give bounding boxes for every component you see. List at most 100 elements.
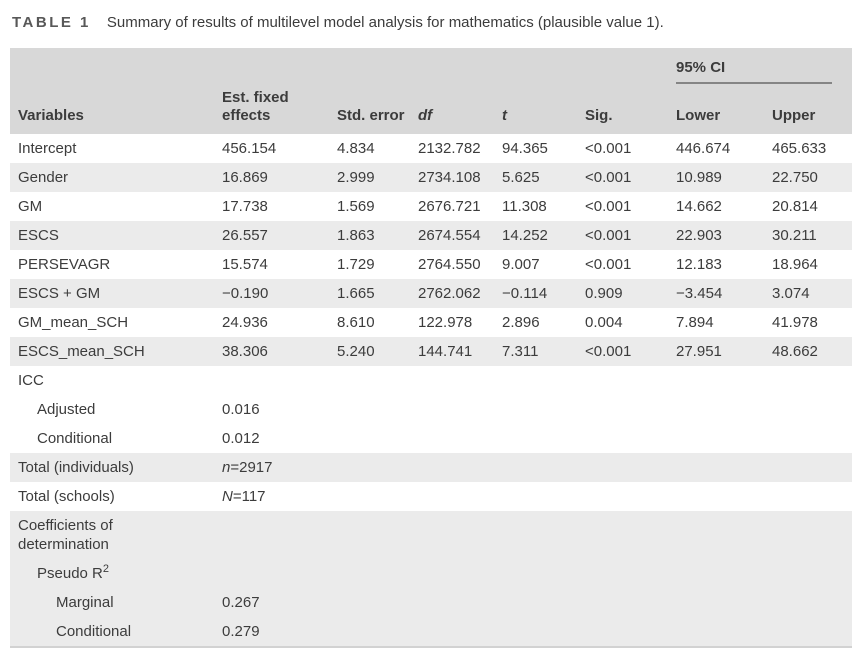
col-header-sig: Sig. — [585, 84, 676, 134]
row-label: Total (individuals) — [10, 453, 222, 482]
value-cell: 26.557 — [222, 221, 337, 250]
value-cell — [772, 395, 853, 424]
value-cell — [676, 366, 772, 395]
value-cell: <0.001 — [585, 250, 676, 279]
value-cell: 456.154 — [222, 134, 337, 163]
value-cell — [502, 453, 585, 482]
value-cell — [772, 559, 853, 588]
value-cell: 14.252 — [502, 221, 585, 250]
value-cell: −0.190 — [222, 279, 337, 308]
value-cell: −3.454 — [676, 279, 772, 308]
value-cell — [585, 617, 676, 647]
row-label: PERSEVAGR — [10, 250, 222, 279]
value-cell — [585, 453, 676, 482]
value-cell — [502, 366, 585, 395]
results-table: 95% CI Variables Est. fixed effects Std.… — [10, 48, 853, 648]
col-header-std-error: Std. error — [337, 84, 418, 134]
value-cell: 41.978 — [772, 308, 853, 337]
value-cell — [418, 511, 502, 559]
table-header: 95% CI Variables Est. fixed effects Std.… — [10, 48, 853, 134]
col-header-ci-lower: Lower — [676, 84, 772, 134]
value-cell: 4.834 — [337, 134, 418, 163]
row-label: ESCS + GM — [10, 279, 222, 308]
value-cell: 8.610 — [337, 308, 418, 337]
row-label: Intercept — [10, 134, 222, 163]
value-cell: 7.894 — [676, 308, 772, 337]
value-cell — [585, 424, 676, 453]
value-cell — [772, 482, 853, 511]
value-cell: 22.750 — [772, 163, 853, 192]
value-cell — [502, 617, 585, 647]
value-cell: 11.308 — [502, 192, 585, 221]
value-cell: 14.662 — [676, 192, 772, 221]
value-cell — [337, 482, 418, 511]
table-row: GM_mean_SCH 24.936 8.610 122.978 2.896 0.004 7… — [10, 308, 853, 337]
value-cell: 3.074 — [772, 279, 853, 308]
value-cell — [502, 482, 585, 511]
table-row: Coefficients of determination — [10, 511, 853, 559]
value-cell: 38.306 — [222, 337, 337, 366]
value-cell: <0.001 — [585, 134, 676, 163]
value-cell — [585, 395, 676, 424]
value-cell — [676, 482, 772, 511]
value-cell — [337, 511, 418, 559]
value-cell — [337, 617, 418, 647]
col-header-ci-upper: Upper — [772, 84, 853, 134]
row-label: Marginal — [10, 588, 222, 617]
table-body: Intercept 456.154 4.834 2132.782 94.365 <0.00… — [10, 134, 853, 647]
value-cell — [418, 366, 502, 395]
value-cell: 2676.721 — [418, 192, 502, 221]
value-cell: 30.211 — [772, 221, 853, 250]
value-cell: 48.662 — [772, 337, 853, 366]
value-cell: 20.814 — [772, 192, 853, 221]
ci-group-header: 95% CI — [676, 48, 853, 84]
table-row: Gender 16.869 2.999 2734.108 5.625 <0.001 10.9… — [10, 163, 853, 192]
value-cell — [772, 617, 853, 647]
value-cell: 24.936 — [222, 308, 337, 337]
value-cell — [222, 511, 337, 559]
value-cell: <0.001 — [585, 337, 676, 366]
value-cell: −0.114 — [502, 279, 585, 308]
value-cell — [772, 424, 853, 453]
table-row: Conditional 0.012 — [10, 424, 853, 453]
row-label: ESCS_mean_SCH — [10, 337, 222, 366]
value-cell: 0.004 — [585, 308, 676, 337]
value-cell — [502, 559, 585, 588]
value-cell: 2734.108 — [418, 163, 502, 192]
table-row: ESCS_mean_SCH 38.306 5.240 144.741 7.311 <0.0… — [10, 337, 853, 366]
table-row: PERSEVAGR 15.574 1.729 2764.550 9.007 <0.001 1… — [10, 250, 853, 279]
value-cell: 1.729 — [337, 250, 418, 279]
value-cell — [222, 366, 337, 395]
col-header-est-fixed-effects: Est. fixed effects — [222, 84, 337, 134]
value-cell — [676, 588, 772, 617]
row-label: Adjusted — [10, 395, 222, 424]
value-cell: 2764.550 — [418, 250, 502, 279]
value-cell: 7.311 — [502, 337, 585, 366]
row-label: Conditional — [10, 424, 222, 453]
value-cell: 2674.554 — [418, 221, 502, 250]
row-label: ESCS — [10, 221, 222, 250]
value-cell — [585, 559, 676, 588]
header-spacer — [10, 48, 676, 84]
value-cell — [676, 395, 772, 424]
value-cell — [585, 366, 676, 395]
value-cell — [676, 424, 772, 453]
table-row: ESCS + GM −0.190 1.665 2762.062 −0.114 0.909−… — [10, 279, 853, 308]
value-cell — [337, 366, 418, 395]
value-cell: 12.183 — [676, 250, 772, 279]
value-cell — [772, 453, 853, 482]
row-label: Gender — [10, 163, 222, 192]
value-cell: 0.016 — [222, 395, 337, 424]
value-cell — [418, 588, 502, 617]
ci-group-label: 95% CI — [676, 59, 726, 76]
table-row: Pseudo R2 — [10, 559, 853, 588]
col-header-df: df — [418, 84, 502, 134]
value-cell: 2.999 — [337, 163, 418, 192]
value-cell — [418, 395, 502, 424]
value-cell: 446.674 — [676, 134, 772, 163]
table-row: ESCS 26.557 1.863 2674.554 14.252 <0.001 22.90… — [10, 221, 853, 250]
table-caption: TABLE 1 Summary of results of multilevel … — [12, 13, 867, 33]
table-row: Marginal 0.267 — [10, 588, 853, 617]
row-label: Pseudo R2 — [10, 559, 222, 588]
